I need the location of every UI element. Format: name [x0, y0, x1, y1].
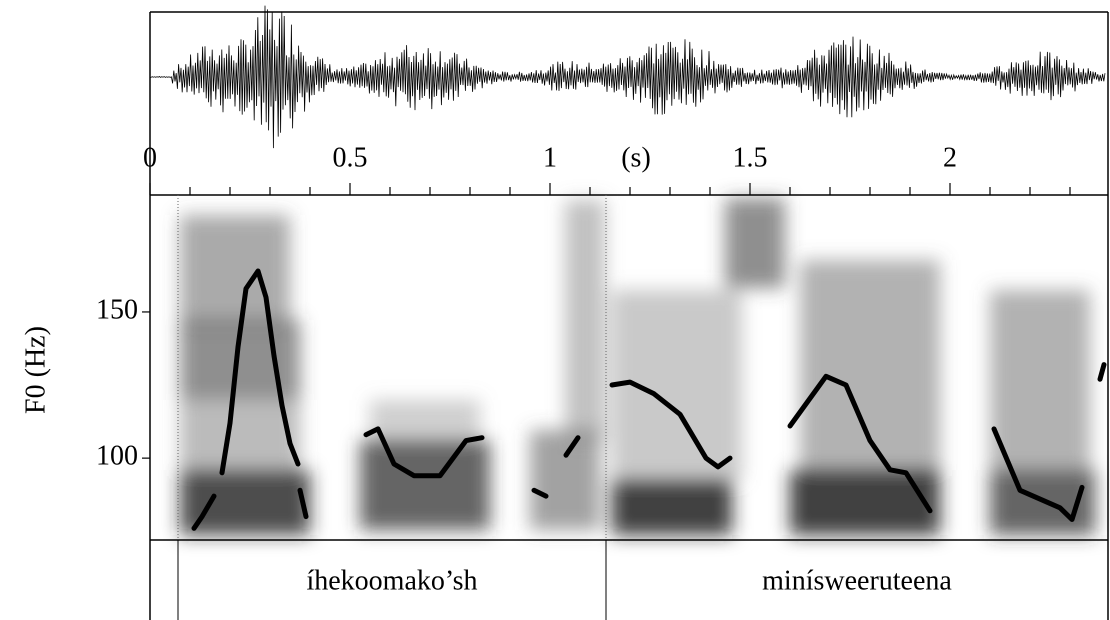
x-tick-label: 2 — [943, 142, 957, 173]
y-tick-label: 150 — [96, 294, 138, 325]
spectrogram — [180, 198, 1095, 535]
waveform-trace — [150, 5, 1106, 149]
x-tick-label: 1.5 — [733, 142, 768, 173]
x-tick-label: 0 — [143, 142, 157, 173]
x-tick-label: 0.5 — [333, 142, 368, 173]
y-tick-label: 100 — [96, 441, 138, 472]
x-tick-label: 1 — [543, 142, 557, 173]
interval-label: íhekoomako’sh — [306, 565, 477, 596]
waveform — [150, 5, 1106, 149]
x-axis-label: (s) — [621, 142, 651, 173]
interval-label: minísweeruteena — [762, 565, 952, 596]
f0-contour — [191, 268, 1107, 531]
y-axis-label: F0 (Hz) — [20, 326, 51, 414]
